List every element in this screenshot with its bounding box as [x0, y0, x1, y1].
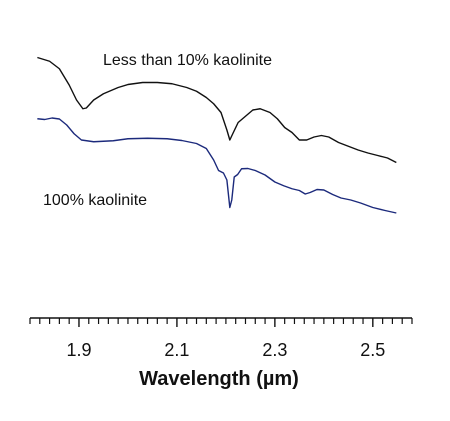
series-line-1: [37, 117, 397, 214]
x-axis-ticks: 1.9 2.1 2.3 2.5: [29, 318, 413, 360]
series-line-0: [37, 56, 397, 164]
x-tick-label: 2.1: [164, 340, 189, 360]
x-tick-label: 1.9: [66, 340, 91, 360]
x-tick-label: 2.5: [360, 340, 385, 360]
series-label-low-kaolinite: Less than 10% kaolinite: [103, 52, 272, 69]
x-tick-label: 2.3: [262, 340, 287, 360]
series-label-full-kaolinite: 100% kaolinite: [43, 192, 147, 209]
series-0: [37, 56, 397, 164]
series-layer: [37, 56, 397, 214]
x-axis-title: Wavelength (µm): [139, 368, 299, 390]
series-1: [37, 117, 397, 214]
